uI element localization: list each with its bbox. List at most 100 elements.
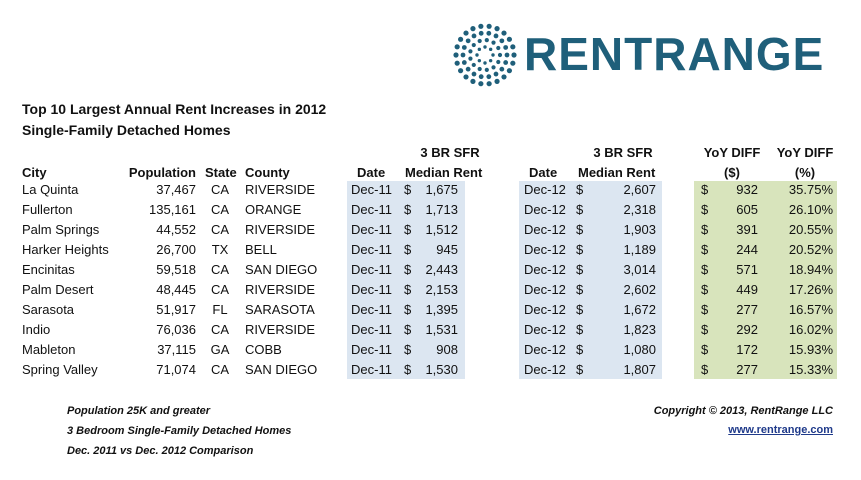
cell-yoy-dollar: 571 [736,262,758,277]
cell-rent-2011: 1,531 [425,322,458,337]
cell-currency-2012: $ [576,262,584,277]
cell-population: 37,115 [157,342,196,357]
cell-yoy-pct: 18.94% [788,262,833,277]
header-yoy-dollar: ($) [724,165,740,180]
cell-rent-2011: 2,153 [425,282,458,297]
cell-state: TX [211,242,229,257]
cell-rent-2011: 1,675 [425,182,458,197]
cell-city: La Quinta [22,182,79,197]
brand-name: RENTRANGE [524,28,825,80]
cell-yoy-dollar: 932 [736,182,758,197]
header-city: City [22,165,47,180]
footnote-1: Population 25K and greater [67,405,211,417]
cell-currency-2012: $ [576,342,584,357]
cell-currency-2011: $ [404,202,412,217]
header-date-2011: Date [357,165,386,180]
cell-rent-2011: 1,530 [425,362,458,377]
cell-yoy-dollar: 244 [736,242,758,257]
cell-date-2012: Dec-12 [524,182,566,197]
cell-state: CA [210,282,230,297]
cell-date-2011: Dec-11 [351,322,392,337]
cell-yoy-pct: 15.93% [788,342,833,357]
cell-currency-2011: $ [404,262,412,277]
cell-population: 51,917 [156,302,196,317]
header-yoy-pct: (%) [794,165,816,180]
header-yoy-dollar-top: YoY DIFF [703,145,761,160]
cell-currency-2012: $ [576,182,584,197]
cell-state: FL [212,302,228,317]
cell-rent-2012: 1,080 [623,342,656,357]
cell-rent-2011: 1,512 [425,222,458,237]
cell-currency-2012: $ [576,302,584,317]
cell-yoy-dollar: 449 [736,282,758,297]
cell-yoy-dollar: 172 [736,342,758,357]
cell-currency-2012: $ [576,222,584,237]
cell-yoy-pct: 16.02% [788,322,833,337]
cell-population: 44,552 [156,222,196,237]
cell-rent-2011: 1,395 [425,302,458,317]
table-row: Palm Desert 48,445 CA RIVERSIDE Dec-11 $2,153… [0,280,861,300]
cell-currency-2012: $ [576,322,584,337]
cell-county: RIVERSIDE [245,182,316,197]
cell-date-2012: Dec-12 [524,262,566,277]
cell-currency-2012: $ [576,362,584,377]
cell-date-2011: Dec-11 [351,202,392,217]
cell-county: RIVERSIDE [245,222,316,237]
table-row: Indio 76,036 CA RIVERSIDE Dec-11 $1,531 Dec-12… [0,320,861,340]
cell-rent-2012: 1,823 [623,322,656,337]
cell-yoy-pct: 26.10% [788,202,833,217]
cell-city: Fullerton [22,202,73,217]
cell-state: CA [210,202,230,217]
cell-currency-2012: $ [576,282,584,297]
header-rent-2011: Median Rent [405,165,483,180]
cell-city: Palm Desert [22,282,94,297]
cell-rent-2012: 2,318 [623,202,656,217]
cell-yoy-pct: 15.33% [788,362,833,377]
cell-county: RIVERSIDE [245,322,316,337]
footnote-3: Dec. 2011 vs Dec. 2012 Comparison [67,445,254,457]
table-row: Harker Heights 26,700 TX BELL Dec-11 $945 Dec-… [0,240,861,260]
shade-2012-block [519,181,662,379]
cell-currency-2011: $ [404,302,412,317]
copyright-text: Copyright © 2013, RentRange LLC [653,405,833,417]
cell-rent-2011: 908 [436,342,458,357]
cell-yoy-pct: 20.55% [788,222,833,237]
cell-county: ORANGE [245,202,302,217]
cell-date-2011: Dec-11 [351,262,392,277]
cell-currency-yoy: $ [701,242,709,257]
cell-date-2012: Dec-12 [524,222,566,237]
cell-county: RIVERSIDE [245,282,316,297]
shade-2011-block [347,181,465,379]
cell-date-2011: Dec-11 [351,302,392,317]
page-subtitle: Single-Family Detached Homes [22,122,231,138]
cell-currency-yoy: $ [701,302,709,317]
cell-city: Harker Heights [22,242,109,257]
cell-rent-2012: 2,602 [623,282,656,297]
cell-population: 37,467 [156,182,196,197]
header-population: Population [128,165,196,180]
cell-currency-yoy: $ [701,322,709,337]
header-yoy-pct-top: YoY DIFF [776,145,834,160]
cell-city: Encinitas [22,262,75,277]
cell-currency-2011: $ [404,282,412,297]
table-row: Palm Springs 44,552 CA RIVERSIDE Dec-11 $1,51… [0,220,861,240]
cell-rent-2012: 1,189 [623,242,656,257]
cell-currency-yoy: $ [701,202,709,217]
cell-county: BELL [245,242,277,257]
rentrange-logo: RENTRANGE [452,18,842,88]
cell-state: CA [210,322,230,337]
table-row: Sarasota 51,917 FL SARASOTA Dec-11 $1,395 Dec-… [0,300,861,320]
website-link[interactable]: www.rentrange.com [728,424,833,436]
cell-currency-yoy: $ [701,182,709,197]
page-title: Top 10 Largest Annual Rent Increases in … [22,101,327,117]
cell-rent-2012: 2,607 [623,182,656,197]
cell-city: Indio [22,322,51,337]
cell-currency-yoy: $ [701,342,709,357]
cell-date-2011: Dec-11 [351,242,392,257]
header-state: State [205,165,237,180]
cell-currency-yoy: $ [701,362,709,377]
cell-yoy-pct: 35.75% [788,182,833,197]
cell-rent-2012: 1,672 [623,302,656,317]
cell-rent-2011: 2,443 [425,262,458,277]
cell-date-2012: Dec-12 [524,282,566,297]
